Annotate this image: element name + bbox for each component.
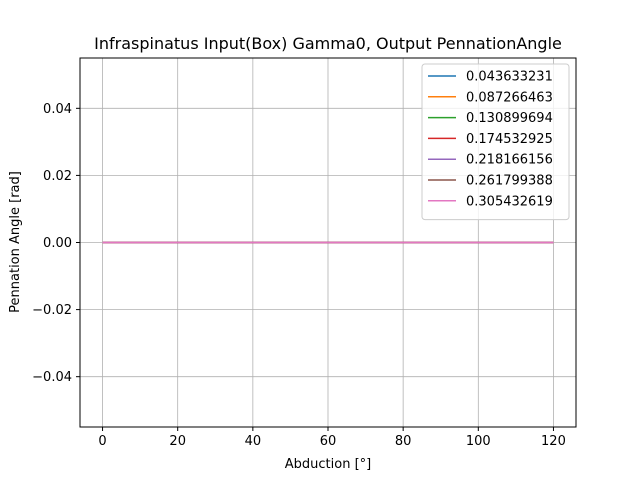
x-tick-label: 40 [245, 434, 262, 449]
y-axis-label: Pennation Angle [rad] [8, 171, 23, 313]
y-tick-label: 0.04 [43, 102, 72, 117]
x-axis-ticks: 0 20 40 60 80 100 120 [98, 427, 566, 449]
legend-box [421, 63, 570, 221]
legend-entry: 0.087266463 [466, 90, 553, 105]
legend-entry: 0.130899694 [466, 111, 553, 126]
y-tick-label: −0.02 [32, 303, 72, 318]
x-tick-label: 20 [169, 434, 186, 449]
x-tick-label: 60 [320, 434, 337, 449]
y-tick-label: 0.00 [43, 236, 72, 251]
y-axis-ticks: −0.04 −0.02 0.00 0.02 0.04 [32, 102, 80, 385]
legend: 0.043633231 0.087266463 0.130899694 0.17453… [421, 63, 570, 221]
x-tick-label: 0 [98, 434, 106, 449]
legend-entry: 0.174532925 [466, 132, 553, 147]
x-axis-label: Abduction [°] [285, 457, 371, 472]
chart-title: Infraspinatus Input(Box) Gamma0, Output … [94, 34, 562, 53]
legend-entry: 0.218166156 [466, 153, 553, 168]
legend-entry: 0.043633231 [466, 70, 553, 85]
legend-entry: 0.261799388 [466, 174, 553, 189]
x-tick-label: 80 [395, 434, 412, 449]
y-tick-label: −0.04 [32, 370, 72, 385]
legend-entry: 0.305432619 [466, 194, 553, 209]
x-tick-label: 100 [466, 434, 491, 449]
y-tick-label: 0.02 [43, 169, 72, 184]
x-tick-label: 120 [541, 434, 566, 449]
